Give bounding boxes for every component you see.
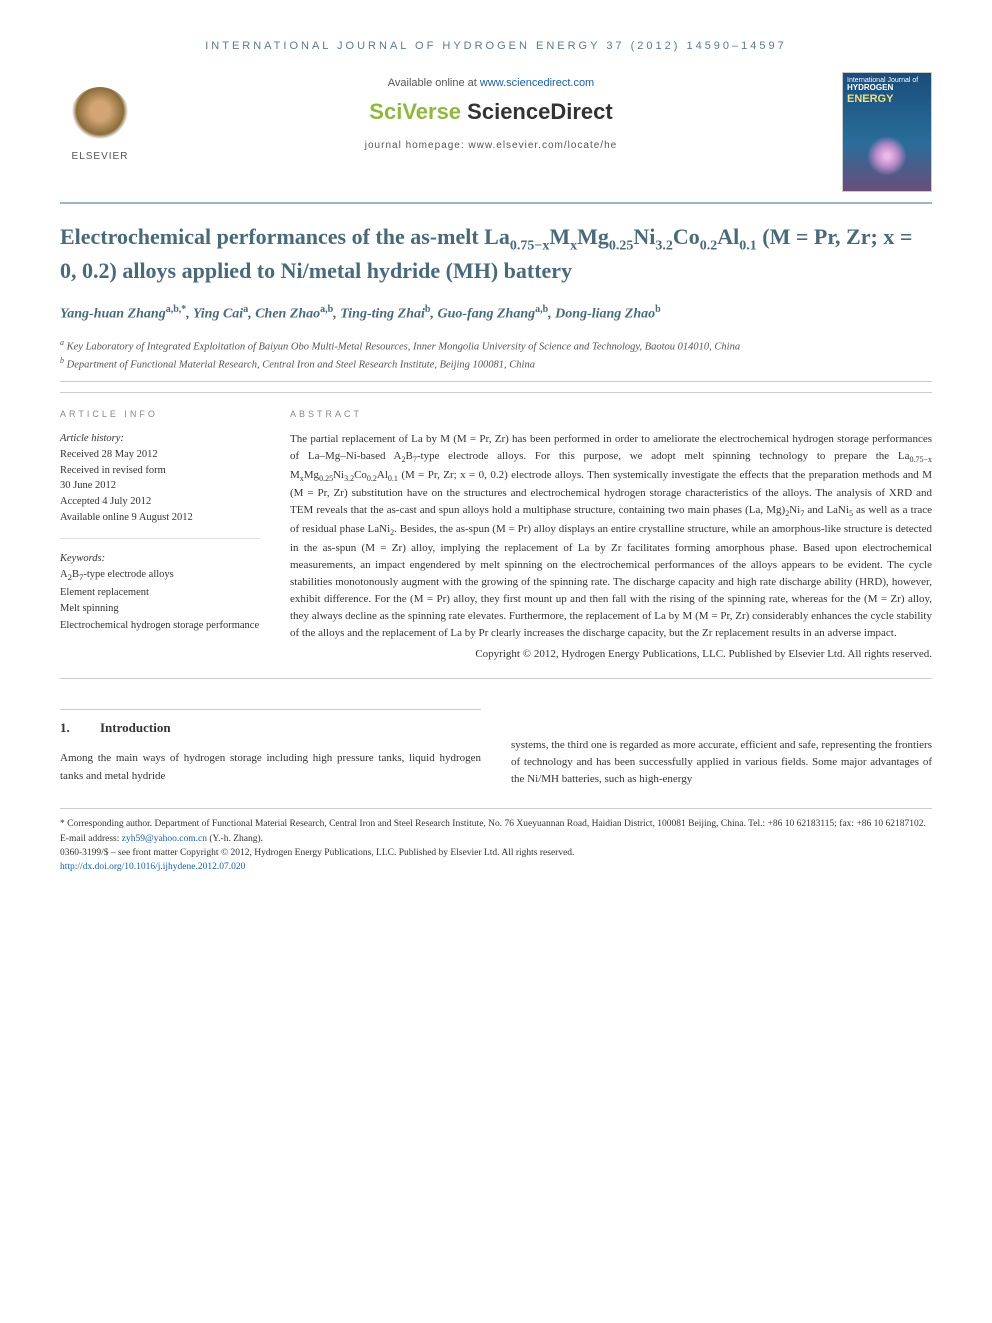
masthead-center: Available online at www.sciencedirect.co… <box>160 72 822 151</box>
history-revised-b: 30 June 2012 <box>60 478 260 494</box>
history-online: Available online 9 August 2012 <box>60 510 260 526</box>
doi-link[interactable]: 10.1016/j.ijhydene.2012.07.020 <box>124 862 245 872</box>
publisher-logo: ELSEVIER <box>60 72 140 162</box>
doi-line: http://dx.doi.org/10.1016/j.ijhydene.201… <box>60 860 932 874</box>
history-accepted: Accepted 4 July 2012 <box>60 494 260 510</box>
page-footer: * Corresponding author. Department of Fu… <box>60 808 932 874</box>
body-two-column: 1.Introduction Among the main ways of hy… <box>60 709 932 788</box>
intro-paragraph-left: Among the main ways of hydrogen storage … <box>60 750 481 784</box>
journal-homepage: journal homepage: www.elsevier.com/locat… <box>160 140 822 151</box>
article-history: Article history: Received 28 May 2012 Re… <box>60 431 260 539</box>
keyword-1: A2B7-type electrode alloys <box>60 567 260 584</box>
doi-prefix-link[interactable]: http://dx.doi.org/ <box>60 862 124 872</box>
issn-line: 0360-3199/$ – see front matter Copyright… <box>60 846 932 860</box>
keywords-label: Keywords: <box>60 551 260 568</box>
cover-graphic-icon <box>867 136 907 176</box>
elsevier-tree-icon <box>70 87 130 147</box>
history-label: Article history: <box>60 431 260 447</box>
cover-title-energy: ENERGY <box>847 93 927 105</box>
affiliation-b: b Department of Functional Material Rese… <box>60 355 932 373</box>
body-col-left: 1.Introduction Among the main ways of hy… <box>60 709 481 788</box>
available-online-line: Available online at www.sciencedirect.co… <box>160 77 822 89</box>
body-col-right: systems, the third one is regarded as mo… <box>511 709 932 788</box>
masthead: ELSEVIER Available online at www.science… <box>60 72 932 192</box>
platform-brand: SciVerse ScienceDirect <box>160 99 822 125</box>
title-block: Electrochemical performances of the as-m… <box>60 202 932 382</box>
article-title: Electrochemical performances of the as-m… <box>60 222 932 286</box>
abstract-text: The partial replacement of La by M (M = … <box>290 431 932 642</box>
section-number: 1. <box>60 718 100 738</box>
email-label: E-mail address: <box>60 834 122 844</box>
keyword-4: Electrochemical hydrogen storage perform… <box>60 618 260 635</box>
author-list: Yang-huan Zhanga,b,*, Ying Caia, Chen Zh… <box>60 302 932 325</box>
journal-running-head: INTERNATIONAL JOURNAL OF HYDROGEN ENERGY… <box>60 40 932 52</box>
keywords: Keywords: A2B7-type electrode alloys Ele… <box>60 551 260 635</box>
cover-title-hydrogen: HYDROGEN <box>847 84 927 93</box>
brand-sciverse: SciVerse <box>369 99 467 124</box>
info-abstract-row: ARTICLE INFO Article history: Received 2… <box>60 392 932 679</box>
abstract-copyright: Copyright © 2012, Hydrogen Energy Public… <box>290 646 932 663</box>
abstract-column: ABSTRACT The partial replacement of La b… <box>290 409 932 662</box>
section-title: Introduction <box>100 720 171 735</box>
publisher-name: ELSEVIER <box>72 151 129 162</box>
available-text: Available online at <box>388 77 480 89</box>
affiliation-a: a Key Laboratory of Integrated Exploitat… <box>60 337 932 355</box>
email-suffix: (Y.-h. Zhang). <box>207 834 263 844</box>
section-1-heading: 1.Introduction <box>60 709 481 738</box>
brand-sciencedirect: ScienceDirect <box>467 99 613 124</box>
article-info-label: ARTICLE INFO <box>60 409 260 419</box>
keyword-3: Melt spinning <box>60 601 260 618</box>
sciencedirect-link[interactable]: www.sciencedirect.com <box>480 77 594 89</box>
intro-paragraph-right: systems, the third one is regarded as mo… <box>511 737 932 788</box>
article-info-column: ARTICLE INFO Article history: Received 2… <box>60 409 260 662</box>
affiliations: a Key Laboratory of Integrated Exploitat… <box>60 337 932 374</box>
history-revised-a: Received in revised form <box>60 463 260 479</box>
journal-cover-thumbnail: International Journal of HYDROGEN ENERGY <box>842 72 932 192</box>
history-received: Received 28 May 2012 <box>60 447 260 463</box>
abstract-label: ABSTRACT <box>290 409 932 419</box>
email-line: E-mail address: zyh59@yahoo.com.cn (Y.-h… <box>60 832 932 846</box>
keyword-2: Element replacement <box>60 585 260 602</box>
corresponding-author: * Corresponding author. Department of Fu… <box>60 817 932 831</box>
email-link[interactable]: zyh59@yahoo.com.cn <box>122 834 207 844</box>
